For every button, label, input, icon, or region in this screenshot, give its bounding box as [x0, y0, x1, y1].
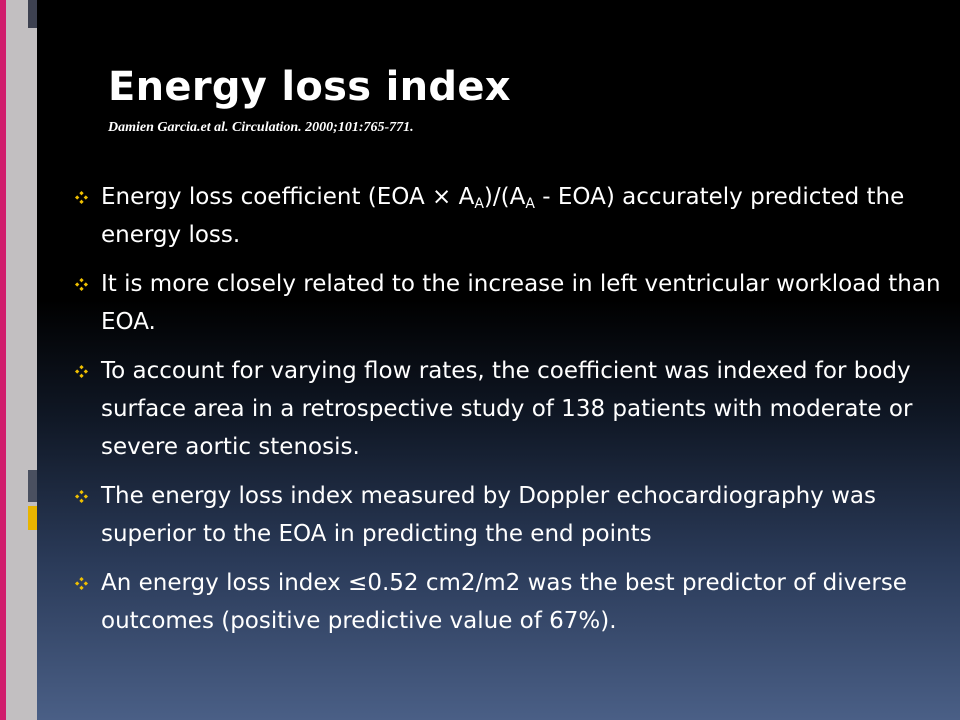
bullet-item: An energy loss index ≤0.52 cm2/m2 was th…	[72, 564, 942, 640]
bullet-text-part: - EOA) accurately predicted the energy l…	[101, 184, 905, 248]
bullet-list: Energy loss coefficient (EOA × AA)/(AA -…	[72, 178, 942, 651]
bullet-text: The energy loss index measured by Dopple…	[101, 483, 876, 547]
bullet-item: It is more closely related to the increa…	[72, 265, 942, 341]
bullet-item: Energy loss coefficient (EOA × AA)/(AA -…	[72, 178, 942, 254]
left-gray-band	[6, 0, 37, 720]
slide-title: Energy loss index	[108, 64, 511, 110]
accent-block-dark	[28, 470, 37, 502]
bullet-item: The energy loss index measured by Dopple…	[72, 477, 942, 553]
accent-block-dark-top	[28, 0, 37, 28]
four-diamond-bullet-icon	[72, 352, 94, 390]
four-diamond-bullet-icon	[72, 265, 94, 303]
bullet-text: An energy loss index ≤0.52 cm2/m2 was th…	[101, 570, 907, 634]
accent-block-yellow	[28, 506, 37, 530]
bullet-text: To account for varying flow rates, the c…	[101, 358, 913, 460]
bullet-item: To account for varying flow rates, the c…	[72, 352, 942, 466]
subscript-a: A	[525, 196, 535, 212]
bullet-text-part: )/(A	[483, 184, 526, 210]
bullet-text-part: Energy loss coefficient (EOA × A	[101, 184, 475, 210]
four-diamond-bullet-icon	[72, 477, 94, 515]
four-diamond-bullet-icon	[72, 178, 94, 216]
subscript-a: A	[474, 196, 484, 212]
slide-citation: Damien Garcia.et al. Circulation. 2000;1…	[108, 120, 414, 135]
four-diamond-bullet-icon	[72, 564, 94, 602]
left-red-stripe	[0, 0, 6, 720]
bullet-text: It is more closely related to the increa…	[101, 271, 941, 335]
